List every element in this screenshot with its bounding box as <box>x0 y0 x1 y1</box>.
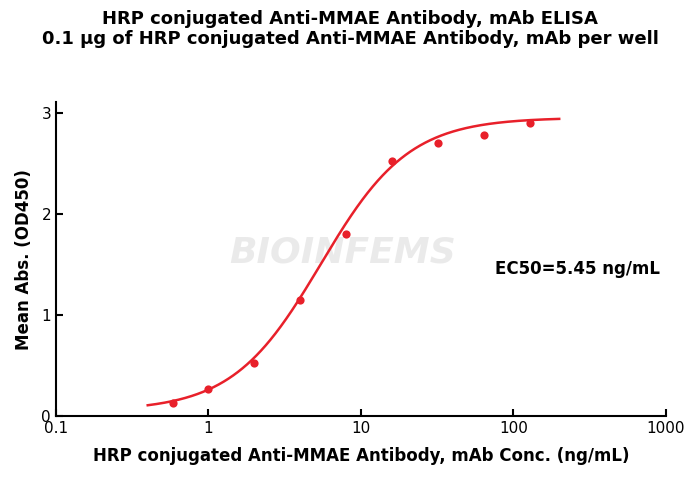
Text: HRP conjugated Anti-MMAE Antibody, mAb ELISA
0.1 μg of HRP conjugated Anti-MMAE : HRP conjugated Anti-MMAE Antibody, mAb E… <box>41 10 659 48</box>
Point <box>248 360 260 367</box>
Text: BIOINFEMS: BIOINFEMS <box>229 236 456 270</box>
Point <box>203 385 214 393</box>
Point <box>167 399 178 407</box>
Point <box>478 131 489 139</box>
Point <box>340 230 351 238</box>
Y-axis label: Mean Abs. (OD450): Mean Abs. (OD450) <box>15 169 33 349</box>
X-axis label: HRP conjugated Anti-MMAE Antibody, mAb Conc. (ng/mL): HRP conjugated Anti-MMAE Antibody, mAb C… <box>92 447 629 465</box>
Point <box>433 139 444 147</box>
Point <box>295 296 306 303</box>
Point <box>386 157 398 165</box>
Point <box>524 119 536 126</box>
Text: EC50=5.45 ng/mL: EC50=5.45 ng/mL <box>495 260 660 277</box>
